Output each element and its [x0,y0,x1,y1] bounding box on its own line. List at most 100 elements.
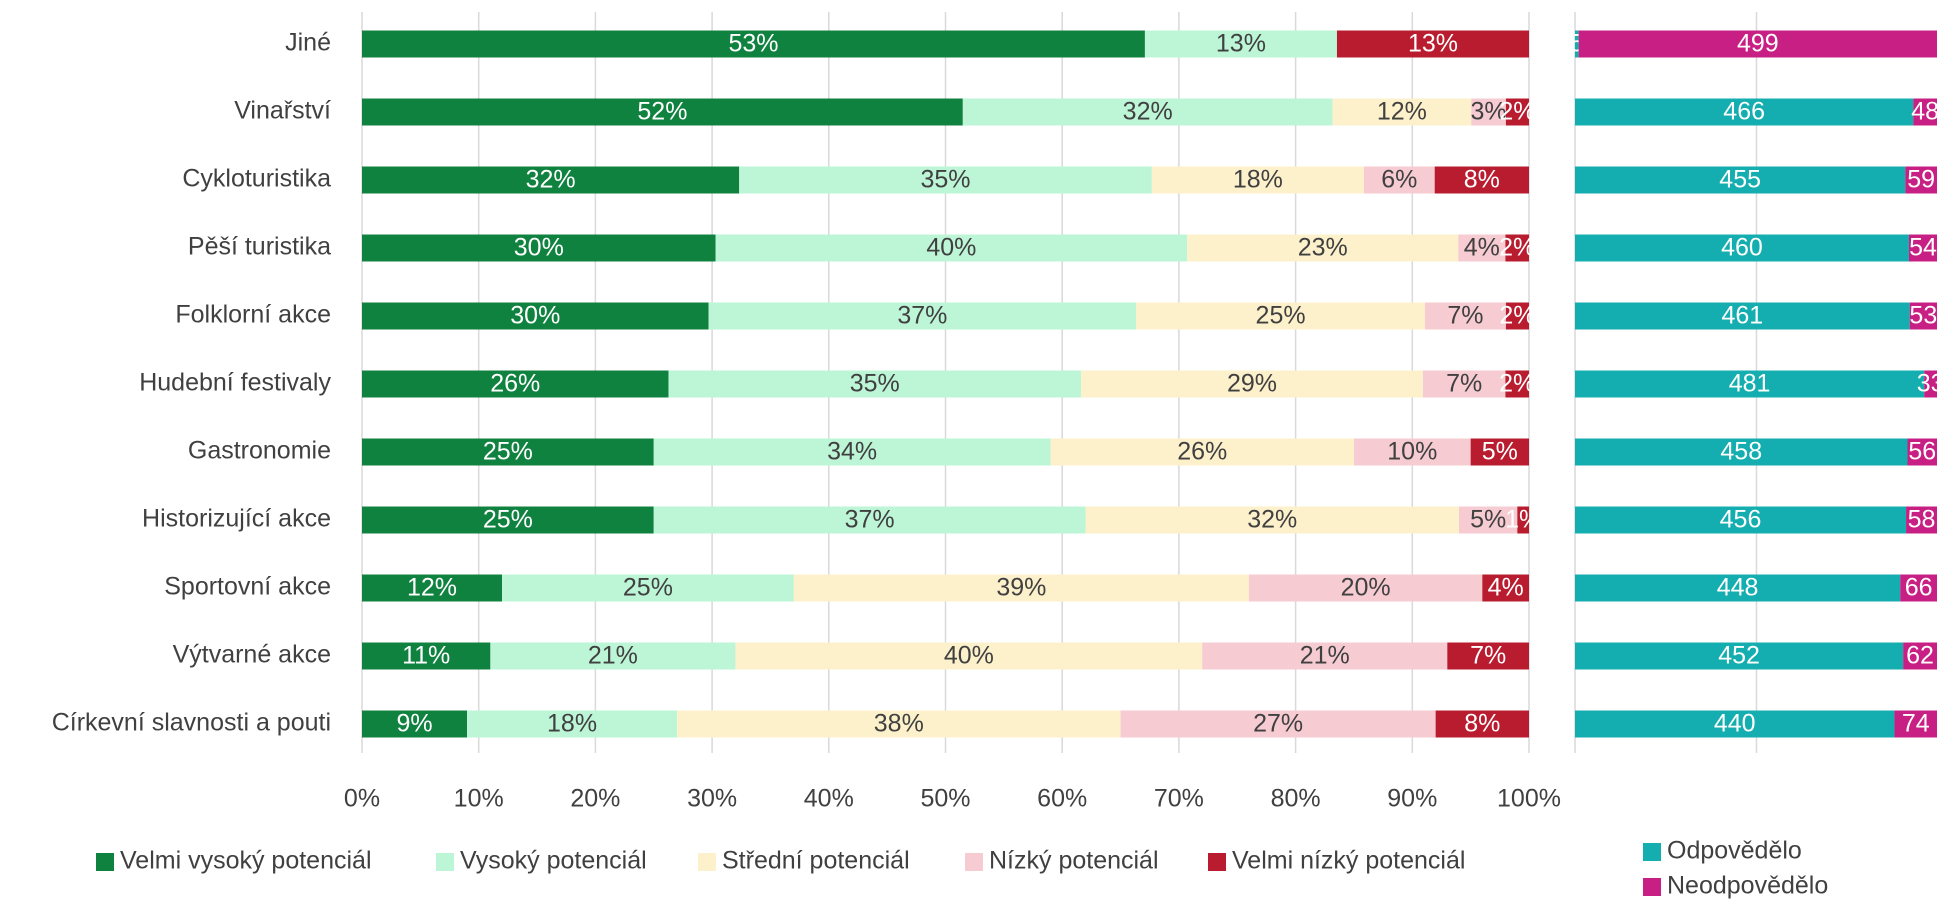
bar-segment [1905,166,1937,194]
bar-segment [362,234,716,262]
x-tick-label: 30% [687,785,737,813]
bar-segment [362,710,468,738]
legend-label: Odpovědělo [1667,837,1802,865]
bar-segment [1575,574,1901,602]
data-label: 12% [407,574,457,602]
category-label: Folklorní akce [175,301,331,329]
bar-segment [1144,30,1337,58]
data-label: 5% [1482,438,1518,466]
bar-segment [362,166,740,194]
bar-segment [1081,370,1423,398]
data-label: 25% [623,574,673,602]
bar-segment [1471,98,1506,126]
bar-segment [1894,710,1937,738]
bar-segment [362,574,503,602]
bar-segment [1425,302,1506,330]
legend-label: Neodpovědělo [1667,872,1828,900]
data-label: 3% [1470,98,1506,126]
category-label: Jiné [285,29,331,57]
bar-segment [1517,506,1529,534]
bar-segment [1575,710,1895,738]
data-label: 440 [1714,710,1756,738]
data-label: 62 [1906,642,1934,670]
data-label: 452 [1718,642,1760,670]
plot: 0% 10% 20% 30% 40% 50% 60% 70% 80% 90% 100% Jiné Vin… [52,12,1561,813]
bar-segment [653,506,1086,534]
legend-swatch [698,853,716,871]
data-label: 33 [1917,370,1937,398]
data-label: 39% [996,574,1046,602]
bar-segment [362,370,669,398]
bar-segment [1575,642,1904,670]
data-label: 32% [1123,98,1173,126]
bar-segment [1434,166,1529,194]
data-label: 26% [1177,438,1227,466]
bar-segment [362,98,963,126]
data-label: 9% [396,710,432,738]
data-label: 74 [1902,710,1930,738]
data-label: 29% [1227,370,1277,398]
data-label: 11% [402,642,450,670]
data-label: 7% [1447,302,1483,330]
legend-swatch [1643,843,1661,861]
bar-segment [1903,642,1937,670]
category-label: Pěší turistika [188,233,331,261]
x-tick-label: 80% [1271,785,1321,813]
bar-segment [1202,642,1448,670]
bar-segment [1900,574,1937,602]
data-label: 40% [926,234,976,262]
x-tick-label: 100% [1497,785,1561,813]
bar-segment [362,302,709,330]
bar-segment [708,302,1137,330]
legend-label: Velmi nízký potenciál [1232,847,1465,875]
bar-segment [1505,302,1529,330]
bar-segment [467,710,678,738]
bar-segment [1578,30,1937,58]
category-label: Gastronomie [188,437,331,465]
bar-segment [1909,302,1937,330]
data-label: 52% [637,98,687,126]
data-label: 27% [1253,710,1303,738]
data-label: 466 [1723,98,1765,126]
bar-segment [1575,506,1907,534]
data-label: 7% [1446,370,1482,398]
bar-segment [653,438,1051,466]
bar-segment [1151,166,1364,194]
bar-segment [1085,506,1459,534]
data-label: 455 [1719,166,1761,194]
data-label: 26% [490,370,540,398]
legend-swatch [1208,853,1226,871]
bar-segment [668,370,1082,398]
x-tick-label: 90% [1387,785,1437,813]
data-label: 48 [1911,98,1937,126]
data-label: 30% [514,234,564,262]
plot: 5499466484555946054461534813345856456584… [1570,12,1937,753]
legend-swatch [436,853,454,871]
x-tick-label: 70% [1154,785,1204,813]
bar-segment [715,234,1188,262]
data-label: 7% [1470,642,1506,670]
category-label: Sportovní akce [164,573,331,601]
category-label: Historizující akce [142,505,331,533]
data-label: 35% [920,166,970,194]
x-tick-label: 20% [570,785,620,813]
data-label: 53% [728,30,778,58]
data-label: 13% [1408,30,1458,58]
data-label: 25% [1256,302,1306,330]
bar-segment [1575,30,1579,58]
bar-segment [1505,98,1529,126]
data-label: 461 [1721,302,1763,330]
bar-segment [1332,98,1472,126]
legend-swatch [1643,878,1661,896]
data-label: 20% [1341,574,1391,602]
bar-segment [1924,370,1937,398]
bar-segment [962,98,1333,126]
bar-segment [1120,710,1436,738]
data-label: 40% [944,642,994,670]
x-tick-label: 40% [804,785,854,813]
data-label: 2% [1499,370,1535,398]
bar-segment [1458,234,1506,262]
bar-segment [677,710,1121,738]
bar-segment [1447,642,1529,670]
data-label: 448 [1717,574,1759,602]
